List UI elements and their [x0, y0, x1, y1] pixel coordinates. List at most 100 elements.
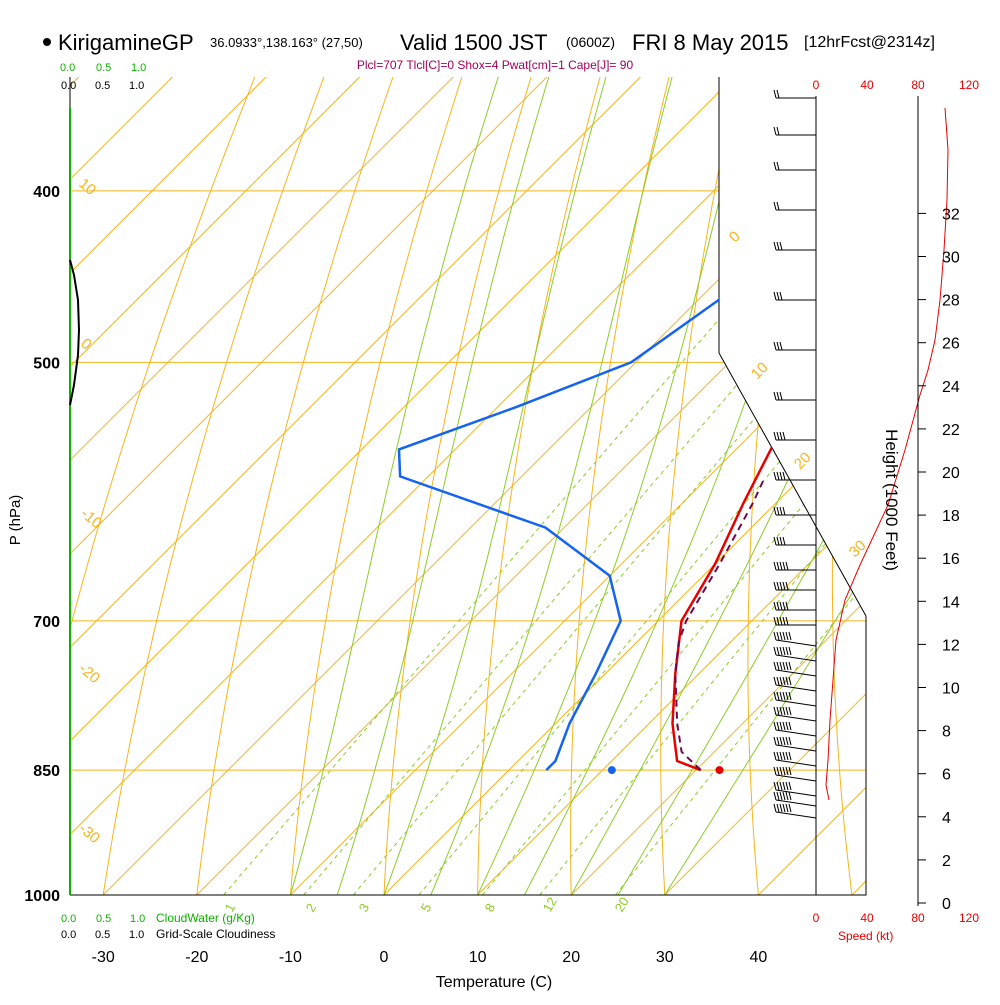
x-tick-label: 10	[469, 949, 487, 966]
wind-barb-flag	[782, 721, 786, 731]
isotherm-line	[477, 77, 866, 895]
wind-barb-staff	[775, 684, 817, 692]
sounding-profiles	[397, 77, 866, 775]
cloud-water-label: CloudWater (g/Kg)	[156, 911, 255, 925]
wind-barb-flag	[773, 751, 777, 761]
wind-barb-flag	[773, 341, 777, 351]
isotherm-label: 30	[846, 537, 870, 561]
x-tick-label: 0	[380, 949, 389, 966]
mixing-ratio-line	[303, 190, 866, 895]
wind-barb-flag	[773, 616, 777, 626]
cloudiness-bottom-tick-1: 0.5	[95, 929, 110, 941]
height-tick-label: 2	[942, 853, 951, 870]
cloudiness-bottom-tick-2: 1.0	[129, 929, 144, 941]
wind-barb-flag	[779, 391, 783, 401]
wind-barb-flag	[782, 781, 786, 791]
height-tick-label: 12	[942, 637, 960, 654]
height-tick-label: 28	[942, 293, 960, 310]
wind-barb-flag	[776, 201, 780, 211]
wind-barb-flag	[776, 721, 780, 731]
wind-barb-flag	[776, 736, 780, 746]
dry-adiabat	[196, 77, 500, 895]
wind-barb-flag	[788, 721, 792, 731]
wind-barb-flag	[779, 581, 783, 591]
cloud-bottom-tick-2: 1.0	[130, 913, 145, 925]
height-axis-title: Height (1000 Feet)	[882, 429, 901, 571]
height-tick-label: 8	[942, 724, 951, 741]
wind-barb-flag	[779, 721, 783, 731]
x-tick-label: 40	[750, 949, 768, 966]
wind-barb-flag	[779, 631, 783, 641]
wind-barb-flag	[785, 631, 789, 641]
temperature-axis: -30 -20 -10 0 10 20 30 40	[92, 949, 768, 966]
wind-barb-staff	[775, 759, 817, 767]
y-tick-label: 850	[33, 763, 60, 780]
wind-barb-flag	[776, 661, 780, 671]
y-tick-label: 700	[33, 614, 60, 631]
wind-barb-flag	[773, 781, 777, 791]
wind-barb-flag	[779, 736, 783, 746]
mixing-ratio-line	[482, 190, 866, 895]
wind-barb-staff	[775, 811, 817, 819]
isotherm-line	[102, 77, 866, 895]
wind-barb-flag	[779, 803, 783, 813]
thermo-grid	[70, 0, 1000, 895]
speed-top-tick-2: 80	[911, 78, 925, 92]
wind-barb-flag	[773, 706, 777, 716]
isotherm-line	[70, 77, 723, 895]
wind-barb-flag	[776, 291, 780, 301]
valid-date: FRI 8 May 2015	[632, 30, 789, 55]
wind-barb-flag	[782, 601, 786, 611]
wind-barb-flag	[785, 601, 789, 611]
x-tick-label: -10	[279, 949, 302, 966]
wind-barb-flag	[779, 616, 783, 626]
dry-adiabat	[914, 0, 997, 895]
wind-barb-flag	[785, 781, 789, 791]
x-axis-title: Temperature (C)	[436, 974, 552, 991]
wind-barb-flag	[782, 431, 786, 441]
wind-barb-flag	[779, 561, 783, 571]
isotherm-line	[946, 0, 1000, 895]
x-tick-label: 20	[562, 949, 580, 966]
dry-adiabat	[102, 77, 438, 895]
wind-barb-flag	[773, 201, 777, 211]
moist-adiabat	[336, 77, 643, 895]
wind-barb-flag	[782, 646, 786, 656]
wind-barb-flag	[776, 766, 780, 776]
cloudiness-top-tick-0: 0.0	[61, 80, 76, 92]
wind-barb-flag	[782, 561, 786, 571]
wind-barb-flag	[785, 616, 789, 626]
wind-barb-flag	[782, 736, 786, 746]
wind-barb-flag	[773, 631, 777, 641]
wind-barb-flag	[773, 506, 777, 516]
cloudiness-label: Grid-Scale Cloudiness	[156, 927, 275, 941]
surface-dewpoint-marker	[607, 766, 616, 775]
wind-barb-flag	[776, 471, 780, 481]
wind-barb-flag	[776, 706, 780, 716]
wind-barb-flag	[776, 581, 780, 591]
wind-barb-flag	[782, 766, 786, 776]
wind-barb-flag	[773, 661, 777, 671]
wind-barb-flag	[779, 431, 783, 441]
wind-barb-flag	[788, 781, 792, 791]
height-tick-label: 4	[942, 810, 951, 827]
wind-barb-flag	[776, 126, 780, 136]
speed-top-tick-1: 40	[860, 78, 874, 92]
height-tick-label: 0	[942, 896, 951, 913]
wind-barb-flag	[779, 751, 783, 761]
cloud-top-tick-1: 0.5	[96, 62, 111, 74]
wind-barb-flag	[773, 646, 777, 656]
cloud-bottom-tick-0: 0.0	[61, 913, 76, 925]
y-tick-label: 500	[33, 355, 60, 372]
wind-barb-flag	[785, 661, 789, 671]
wind-barb-flag	[776, 241, 780, 251]
wind-barb-flag	[788, 646, 792, 656]
dry-adiabat	[70, 77, 376, 895]
wind-barb-flag	[788, 631, 792, 641]
wind-barb-flag	[785, 706, 789, 716]
wind-barb-flag	[788, 661, 792, 671]
dewpoint-profile	[397, 77, 866, 771]
wind-barbs	[773, 89, 817, 819]
wind-barb-flag	[776, 751, 780, 761]
